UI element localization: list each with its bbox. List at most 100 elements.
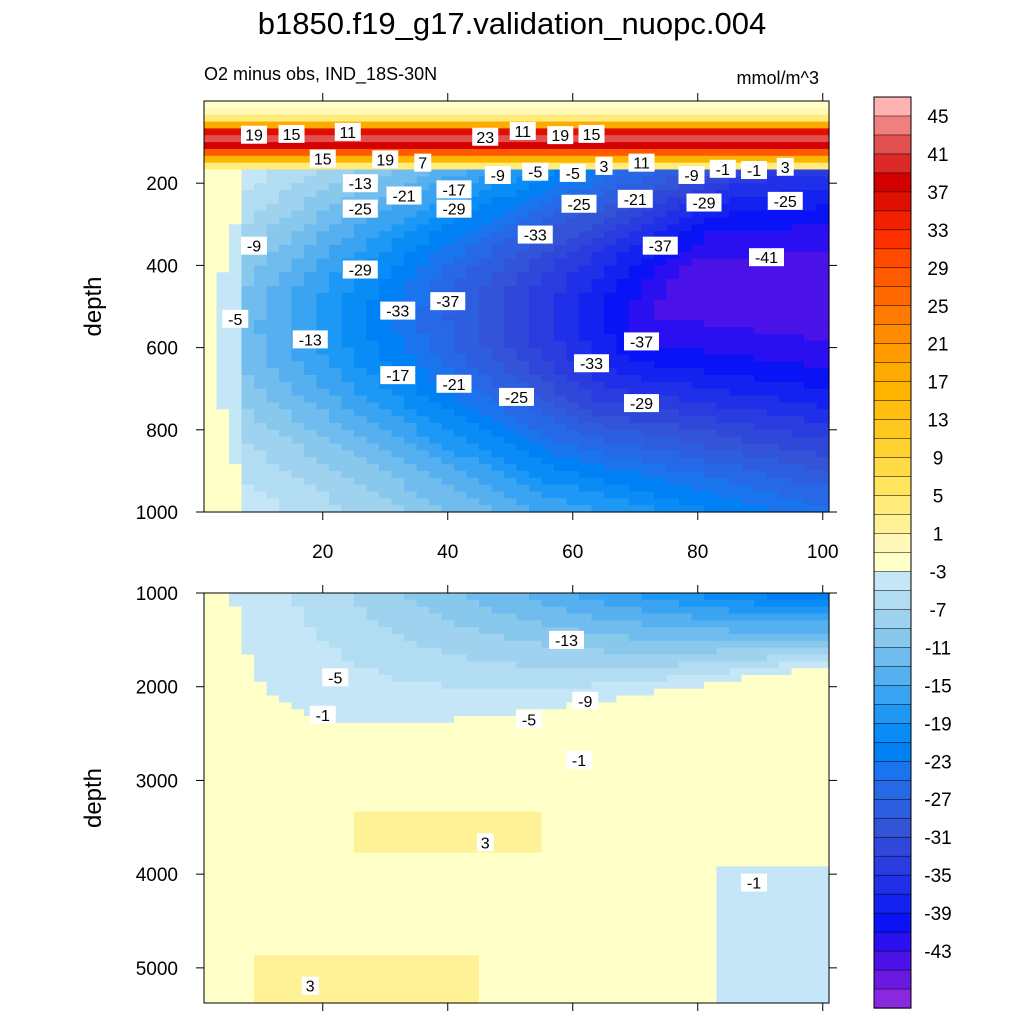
colorbar-swatch <box>873 286 912 307</box>
colorbar-label: -3 <box>930 562 947 583</box>
y-tick-label: 4000 <box>136 865 178 886</box>
colorbar-swatch <box>873 495 912 516</box>
contour-label: 23 <box>472 127 499 147</box>
colorbar-swatch <box>873 229 912 250</box>
svg-text:23: 23 <box>476 130 494 147</box>
contour-label: 15 <box>278 124 305 144</box>
x-tick-label: 40 <box>437 542 458 563</box>
contour-label: -5 <box>322 668 349 687</box>
svg-text:-33: -33 <box>580 356 603 373</box>
colorbar-swatch <box>873 381 912 402</box>
contour-label: 19 <box>372 150 399 169</box>
svg-text:3: 3 <box>781 160 790 177</box>
colorbar-swatch <box>873 362 912 383</box>
contour-label: -13 <box>549 630 584 650</box>
svg-text:19: 19 <box>376 152 394 169</box>
colorbar-swatch <box>873 798 912 819</box>
colorbar-swatch <box>873 817 912 838</box>
colorbar-swatch <box>873 855 912 876</box>
svg-text:-5: -5 <box>228 312 242 329</box>
svg-text:-13: -13 <box>349 176 372 193</box>
y-tick-label: 5000 <box>136 959 178 980</box>
colorbar-swatch <box>873 476 912 497</box>
chart-title: b1850.f19_g17.validation_nuopc.004 <box>257 6 767 41</box>
colorbar-swatch <box>873 514 912 535</box>
colorbar-label: -43 <box>924 942 951 963</box>
colorbar-label: -35 <box>924 866 951 887</box>
contour-label: 3 <box>476 833 494 852</box>
contour-label: -17 <box>436 180 472 199</box>
contour-label: 15 <box>578 124 605 144</box>
contour-label: 11 <box>509 122 536 141</box>
svg-text:3: 3 <box>600 159 609 176</box>
svg-text:19: 19 <box>245 128 263 145</box>
colorbar-swatch <box>873 912 912 933</box>
colorbar-label: -15 <box>924 676 951 697</box>
svg-text:-37: -37 <box>436 294 459 311</box>
svg-text:-9: -9 <box>684 168 698 185</box>
svg-text:-5: -5 <box>528 165 542 182</box>
x-tick-label: 60 <box>562 542 583 563</box>
contour-label: -29 <box>624 394 659 413</box>
contour-label: 11 <box>628 153 655 173</box>
y-axis-label: depth <box>80 276 107 336</box>
svg-text:-29: -29 <box>630 396 653 413</box>
svg-text:-41: -41 <box>755 250 778 267</box>
y-tick-label: 200 <box>146 174 178 195</box>
svg-text:11: 11 <box>633 156 650 173</box>
colorbar-label: 37 <box>927 183 948 204</box>
colorbar-swatch <box>873 419 912 440</box>
colorbar-swatch <box>873 153 912 174</box>
colorbar-swatch <box>873 874 912 895</box>
contour-label: 3 <box>595 156 613 176</box>
contour-label: -21 <box>617 189 653 209</box>
contour-label: 3 <box>776 157 794 177</box>
colorbar-label: 45 <box>927 107 948 128</box>
colorbar-label: 33 <box>927 221 948 242</box>
contour-label: -33 <box>574 354 609 373</box>
panel-upper: 200 400 600 800 1000 20 40 60 80 100 depth 19 15 11 23… <box>80 93 839 563</box>
contour-label: -1 <box>709 159 736 179</box>
plot-frame-lower <box>203 592 830 1004</box>
contour-label: -9 <box>241 236 267 256</box>
contour-label: 19 <box>547 126 574 145</box>
colorbar-label: -7 <box>930 600 947 621</box>
svg-text:-9: -9 <box>247 239 261 256</box>
colorbar: 45 41 37 33 29 25 21 17 13 9 5 1 -3 -7 -11 -15 -19 -23 -27… <box>873 96 952 1009</box>
contour-label: -33 <box>380 301 416 321</box>
contour-label: -25 <box>561 194 597 214</box>
colorbar-swatch <box>873 191 912 212</box>
colorbar-label: 41 <box>927 145 948 166</box>
svg-text:-13: -13 <box>299 332 322 349</box>
contour-field-upper <box>204 101 830 513</box>
colorbar-swatch <box>873 685 912 705</box>
colorbar-swatch <box>873 210 912 231</box>
colorbar-swatch <box>873 609 912 630</box>
svg-text:-29: -29 <box>442 202 465 219</box>
y-tick-label: 1000 <box>136 584 178 605</box>
contour-label: -25 <box>499 387 534 407</box>
colorbar-label: 25 <box>927 297 948 318</box>
svg-text:-25: -25 <box>505 390 528 407</box>
colorbar-swatch <box>873 457 912 478</box>
colorbar-swatch <box>873 115 912 136</box>
colorbar-label: 21 <box>927 335 948 356</box>
svg-text:-29: -29 <box>349 263 372 280</box>
svg-text:-37: -37 <box>630 334 653 351</box>
colorbar-swatch <box>873 780 912 800</box>
svg-text:-21: -21 <box>442 377 465 394</box>
contour-label: -5 <box>222 309 249 329</box>
colorbar-swatch <box>873 931 912 952</box>
contour-label: -13 <box>292 330 328 349</box>
colorbar-swatch <box>873 723 912 743</box>
svg-text:-29: -29 <box>692 196 715 213</box>
colorbar-swatch <box>873 552 912 573</box>
x-tick-label: 80 <box>687 542 708 563</box>
contour-label: -17 <box>380 366 416 385</box>
colorbar-label: -27 <box>924 790 951 811</box>
colorbar-swatch <box>873 343 912 364</box>
contour-label: -41 <box>749 248 784 267</box>
plot-frame-upper <box>203 100 830 513</box>
colorbar-swatch <box>873 571 912 592</box>
